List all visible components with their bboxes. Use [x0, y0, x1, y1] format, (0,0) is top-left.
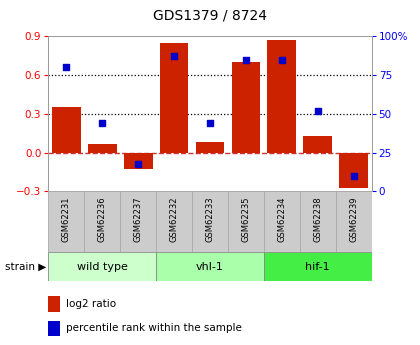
- Point: [171, 53, 177, 59]
- Bar: [160, 43, 189, 152]
- Text: GSM62233: GSM62233: [205, 196, 215, 242]
- Point: [243, 57, 249, 62]
- Bar: [52, 107, 81, 152]
- Text: wild type: wild type: [77, 262, 128, 272]
- Text: vhl-1: vhl-1: [196, 262, 224, 272]
- Text: GSM62238: GSM62238: [313, 196, 322, 242]
- Bar: [264, 252, 372, 281]
- Point: [278, 57, 285, 62]
- Bar: [303, 136, 332, 152]
- Text: GSM62235: GSM62235: [241, 196, 250, 242]
- Bar: [156, 191, 192, 252]
- Text: GSM62237: GSM62237: [134, 196, 143, 242]
- Point: [315, 108, 321, 114]
- Bar: [124, 152, 152, 169]
- Text: log2 ratio: log2 ratio: [66, 299, 116, 309]
- Bar: [48, 252, 156, 281]
- Point: [63, 65, 70, 70]
- Bar: [48, 191, 84, 252]
- Text: percentile rank within the sample: percentile rank within the sample: [66, 324, 242, 333]
- Bar: [264, 191, 300, 252]
- Text: GSM62231: GSM62231: [62, 196, 71, 242]
- Bar: [231, 62, 260, 152]
- Bar: [48, 296, 60, 312]
- Text: hif-1: hif-1: [305, 262, 330, 272]
- Bar: [156, 252, 264, 281]
- Bar: [339, 152, 368, 188]
- Bar: [336, 191, 372, 252]
- Bar: [268, 40, 296, 152]
- Text: GSM62236: GSM62236: [98, 196, 107, 242]
- Bar: [196, 142, 224, 152]
- Bar: [228, 191, 264, 252]
- Bar: [84, 191, 120, 252]
- Text: strain ▶: strain ▶: [5, 262, 46, 272]
- Text: GDS1379 / 8724: GDS1379 / 8724: [153, 9, 267, 23]
- Point: [135, 161, 142, 166]
- Text: GSM62234: GSM62234: [277, 196, 286, 242]
- Point: [207, 120, 213, 126]
- Bar: [120, 191, 156, 252]
- Bar: [300, 191, 336, 252]
- Bar: [192, 191, 228, 252]
- Text: GSM62239: GSM62239: [349, 196, 358, 242]
- Text: GSM62232: GSM62232: [170, 196, 178, 242]
- Point: [350, 173, 357, 179]
- Bar: [88, 144, 117, 152]
- Point: [99, 120, 105, 126]
- Bar: [48, 321, 60, 336]
